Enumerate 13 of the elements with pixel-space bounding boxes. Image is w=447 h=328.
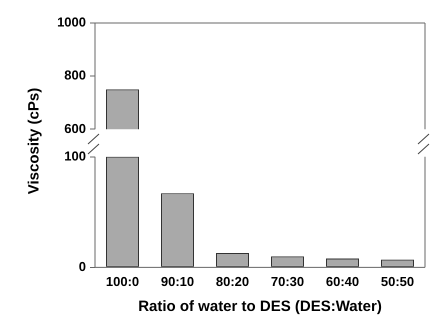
- x-axis-title: Ratio of water to DES (DES:Water): [138, 298, 382, 316]
- x-tick-label: 80:20: [216, 274, 250, 289]
- y-tick-label: 1000: [57, 14, 86, 30]
- y-tick-label: 100: [64, 148, 86, 164]
- y-axis-title: Viscosity (cPs): [26, 88, 42, 194]
- x-tick-label: 100:0: [106, 274, 140, 289]
- y-tick-label: 0: [78, 258, 86, 274]
- y-tick-label: 600: [64, 120, 86, 136]
- x-tick-label: 50:50: [380, 274, 414, 289]
- x-tick-label: 90:10: [160, 274, 194, 289]
- y-tick-label: 800: [64, 68, 86, 83]
- x-tick-label: 60:40: [326, 274, 360, 289]
- x-tick-label: 70:30: [270, 274, 304, 289]
